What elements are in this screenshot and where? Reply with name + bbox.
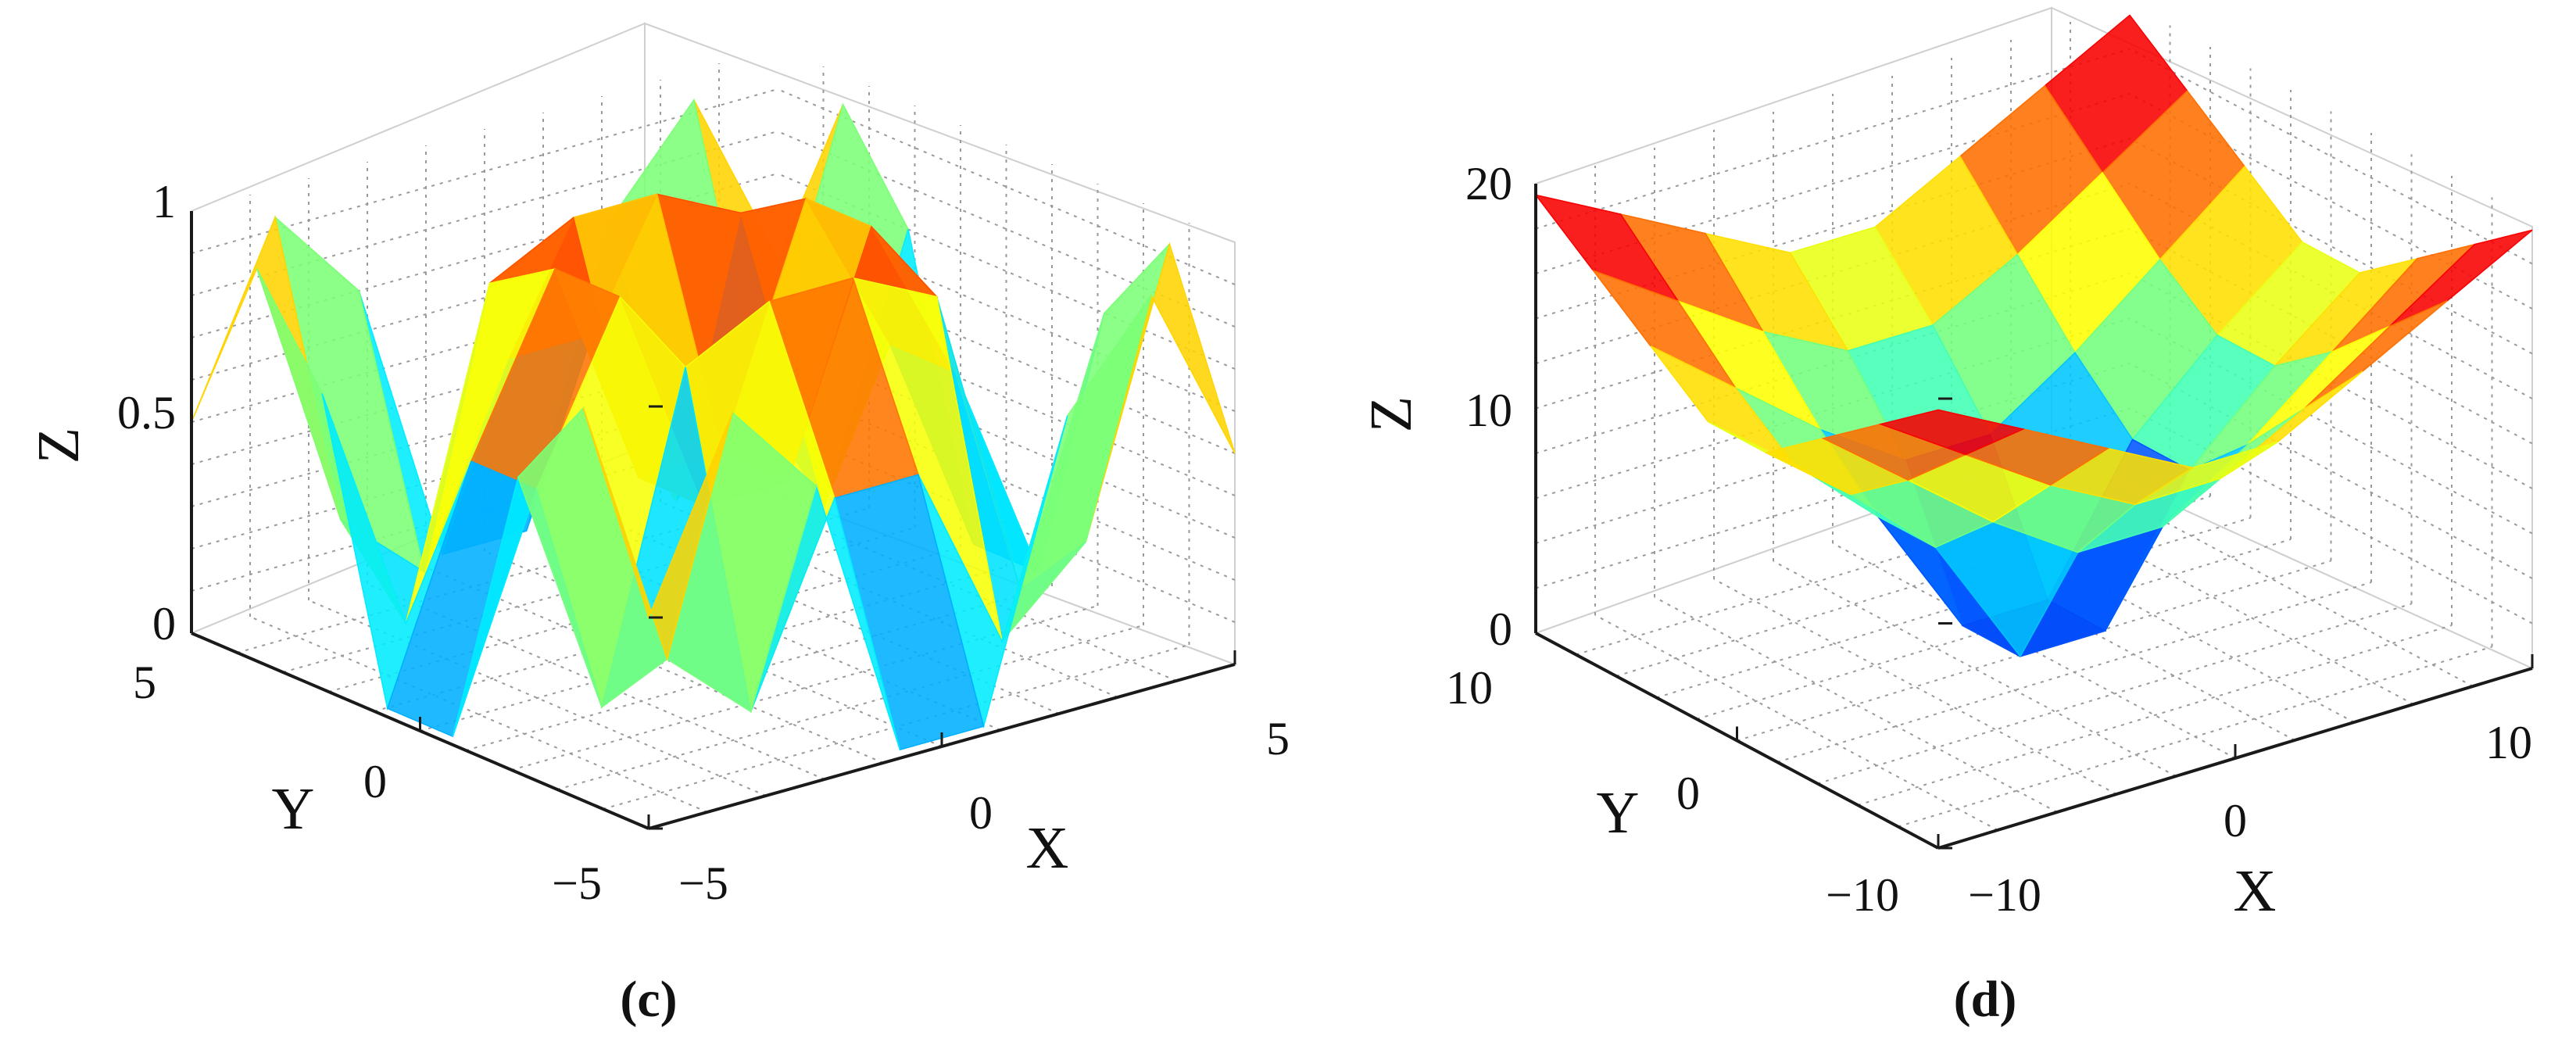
chart-c-tick-marks [190,405,1236,830]
chart-d: 20 10 0 10 0 −10 −10 0 10 Z Y X (d) [1358,6,2535,1028]
chart-d-y-tick-label: −10 [1826,869,1899,921]
chart-c-y-tick-label: 5 [133,657,156,708]
chart-d-gridline [2129,48,2533,265]
chart-d-gridline [1654,596,2058,813]
chart-d-z-axis-label: Z [1358,396,1424,432]
chart-d-y-tick-label: 10 [1446,662,1493,714]
chart-d-z-tick-label: 20 [1465,158,1512,209]
chart-d-surface [1534,14,2533,658]
chart-c-gridline [191,88,778,254]
chart-d-gridline [1535,48,2131,230]
chart-d-x-axis-label: X [2234,858,2277,924]
chart-c-gridline [425,567,884,764]
chart-c: 1 0.5 0 5 0 −5 −5 0 5 Z Y X (c) [26,22,1290,1028]
chart-c-gridline [328,527,915,693]
chart-d-gridline [1773,560,2177,777]
chart-c-x-tick-label: 0 [969,787,993,839]
chart-d-tick-marks [1534,397,2534,850]
chart-d-x-tick-label: 0 [2224,795,2247,847]
chart-d-gridline [1594,614,1998,831]
chart-c-gridline [249,616,708,813]
chart-c-x-tick-label: −5 [678,857,728,909]
chart-c-z-tick-label: 1 [152,176,176,227]
chart-d-surface-patch [1878,409,2025,456]
chart-c-z-axis-label: Z [26,428,91,464]
chart-d-x-tick-label: 10 [2485,717,2532,768]
chart-d-gridline [1832,542,2236,759]
chart-c-x-tick-label: 5 [1266,713,1290,764]
chart-c-gridline [603,644,1190,810]
chart-c-surface [191,98,1236,751]
chart-c-z-tick-label: 0.5 [117,387,176,439]
chart-c-gridline [777,88,1236,285]
chart-d-z-tick-label: 10 [1465,385,1512,436]
chart-d-y-axis-label: Y [1597,780,1640,846]
chart-d-y-tick-label: 0 [1676,768,1700,819]
chart-d-gridline [1713,578,2117,795]
chart-c-y-tick-label: 0 [363,756,387,807]
chart-c-panel-label: (c) [620,971,677,1028]
chart-d-z-tick-label: 0 [1489,603,1512,655]
chart-d-gridline [1817,603,2412,785]
chart-c-y-tick-label: −5 [552,857,602,909]
chart-d-gridline [1857,625,2453,806]
chart-c-z-tick-label: 0 [152,598,176,650]
chart-d-x-tick-label: −10 [1968,869,2041,921]
chart-c-surface-patch [582,407,733,661]
chart-c-x-axis-label: X [1026,815,1069,881]
chart-c-y-axis-label: Y [272,776,315,842]
chart-c-gridline [556,625,1144,790]
chart-d-panel-label: (d) [1954,971,2017,1028]
